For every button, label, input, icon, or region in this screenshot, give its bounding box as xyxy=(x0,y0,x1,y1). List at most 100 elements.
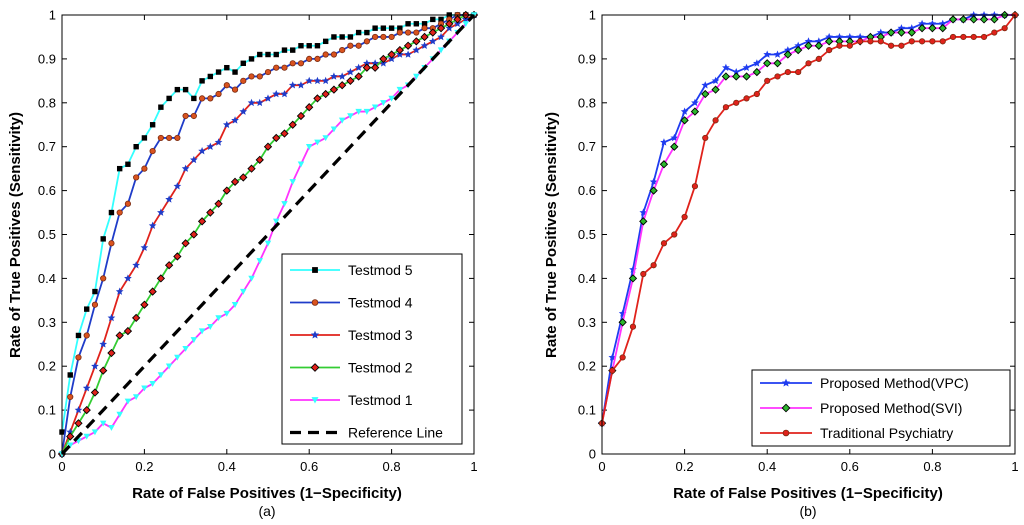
data-point-proposed-method-vpc xyxy=(691,98,699,107)
data-point-testmod-3 xyxy=(74,406,83,414)
data-point-testmod-5 xyxy=(388,25,395,31)
data-point-testmod-3 xyxy=(272,89,281,98)
data-point-testmod-3 xyxy=(255,98,264,107)
data-point-testmod-4 xyxy=(388,33,395,41)
data-point-testmod-1 xyxy=(99,420,107,427)
data-point-testmod-3 xyxy=(280,89,289,98)
data-point-testmod-2 xyxy=(189,230,198,239)
data-point-traditional-psychiatry xyxy=(887,42,895,49)
legend-label-testmod-2: Testmod 2 xyxy=(348,360,413,376)
data-point-testmod-5 xyxy=(248,56,255,62)
data-point-testmod-3 xyxy=(148,221,157,229)
data-point-testmod-3 xyxy=(140,243,149,251)
data-point-testmod-5 xyxy=(224,64,230,71)
x-tick-label: 0.8 xyxy=(383,459,401,474)
data-point-testmod-4 xyxy=(413,29,420,36)
data-point-testmod-1 xyxy=(174,354,181,361)
data-point-traditional-psychiatry xyxy=(795,68,802,76)
data-point-testmod-2 xyxy=(280,129,289,138)
data-point-testmod-4 xyxy=(83,332,90,339)
data-point-testmod-2 xyxy=(338,81,347,90)
data-point-proposed-method-vpc xyxy=(856,32,864,41)
data-point-proposed-method-vpc xyxy=(876,28,885,36)
x-axis-label-a: Rate of False Positives (1−Specificity) xyxy=(132,485,402,502)
data-point-testmod-4 xyxy=(174,134,181,142)
data-point-testmod-3 xyxy=(189,155,198,164)
data-point-testmod-5 xyxy=(364,29,370,36)
data-point-testmod-5 xyxy=(314,43,321,49)
data-point-proposed-method-svi xyxy=(814,41,823,50)
data-point-testmod-5 xyxy=(240,60,246,66)
y-tick-label: 0.2 xyxy=(578,359,596,374)
data-point-proposed-method-vpc xyxy=(732,68,741,76)
data-point-traditional-psychiatry xyxy=(764,77,771,84)
data-point-traditional-psychiatry xyxy=(691,183,699,190)
data-point-traditional-psychiatry xyxy=(949,33,957,41)
series-markers-testmod-4 xyxy=(58,11,478,458)
data-point-testmod-5 xyxy=(207,73,214,80)
data-point-testmod-1 xyxy=(388,95,395,102)
data-point-testmod-4 xyxy=(248,73,255,80)
data-point-testmod-5 xyxy=(421,21,428,27)
data-point-testmod-1 xyxy=(363,108,371,115)
data-point-testmod-3 xyxy=(330,72,338,80)
data-point-testmod-2 xyxy=(247,164,256,173)
data-point-testmod-5 xyxy=(257,51,263,58)
data-point-testmod-2 xyxy=(239,173,248,182)
data-point-proposed-method-vpc xyxy=(660,138,668,146)
data-point-testmod-2 xyxy=(370,63,380,72)
data-point-testmod-2 xyxy=(346,76,355,85)
data-point-proposed-method-svi xyxy=(752,67,762,77)
y-tick-label: 0.8 xyxy=(578,95,596,110)
data-point-proposed-method-vpc xyxy=(711,76,720,85)
data-point-traditional-psychiatry xyxy=(898,42,905,49)
data-point-testmod-1 xyxy=(240,288,247,295)
data-point-testmod-4 xyxy=(347,42,354,49)
x-tick-label: 0.8 xyxy=(923,459,941,474)
data-point-testmod-5 xyxy=(182,86,189,93)
data-point-proposed-method-svi xyxy=(959,15,968,24)
data-point-testmod-3 xyxy=(239,107,248,115)
data-point-testmod-2 xyxy=(132,313,141,323)
data-point-testmod-4 xyxy=(330,51,338,58)
data-point-testmod-1 xyxy=(132,394,140,401)
data-point-proposed-method-vpc xyxy=(928,19,937,28)
data-point-proposed-method-vpc xyxy=(753,59,761,67)
data-point-testmod-1 xyxy=(273,218,280,225)
data-point-testmod-4 xyxy=(100,275,107,282)
data-point-testmod-3 xyxy=(198,147,206,155)
data-point-proposed-method-vpc xyxy=(680,107,689,115)
y-tick-label: 0.4 xyxy=(578,271,596,286)
data-point-traditional-psychiatry xyxy=(784,68,791,76)
data-point-testmod-3 xyxy=(247,98,256,107)
data-point-testmod-2 xyxy=(412,37,421,46)
x-tick-label: 0.6 xyxy=(841,459,859,474)
data-point-proposed-method-vpc xyxy=(763,50,772,58)
data-point-traditional-psychiatry xyxy=(960,33,967,41)
data-point-testmod-4 xyxy=(75,354,82,361)
data-point-testmod-2 xyxy=(445,19,454,28)
data-point-testmod-5 xyxy=(232,69,238,75)
legend-label-testmod-4: Testmod 4 xyxy=(348,295,413,311)
data-point-testmod-2 xyxy=(197,217,207,226)
data-point-testmod-5 xyxy=(108,209,115,216)
data-point-testmod-1 xyxy=(330,126,338,133)
data-point-testmod-3 xyxy=(363,59,371,67)
data-point-testmod-2 xyxy=(66,432,75,441)
data-point-proposed-method-svi xyxy=(969,15,978,24)
data-point-testmod-2 xyxy=(263,142,273,151)
data-point-testmod-4 xyxy=(133,174,140,181)
legend-label-testmod-5: Testmod 5 xyxy=(348,262,413,278)
legend-label-reference-line: Reference Line xyxy=(348,425,443,441)
data-point-traditional-psychiatry xyxy=(702,134,709,142)
data-point-testmod-5 xyxy=(339,34,345,40)
data-point-testmod-1 xyxy=(281,201,288,208)
data-point-testmod-5 xyxy=(322,38,329,45)
data-point-testmod-5 xyxy=(331,34,337,40)
data-point-traditional-psychiatry xyxy=(722,104,730,111)
data-point-proposed-method-svi xyxy=(742,72,751,81)
y-tick-label: 0.9 xyxy=(578,51,596,66)
data-point-testmod-2 xyxy=(164,261,174,270)
data-point-testmod-1 xyxy=(314,139,321,146)
